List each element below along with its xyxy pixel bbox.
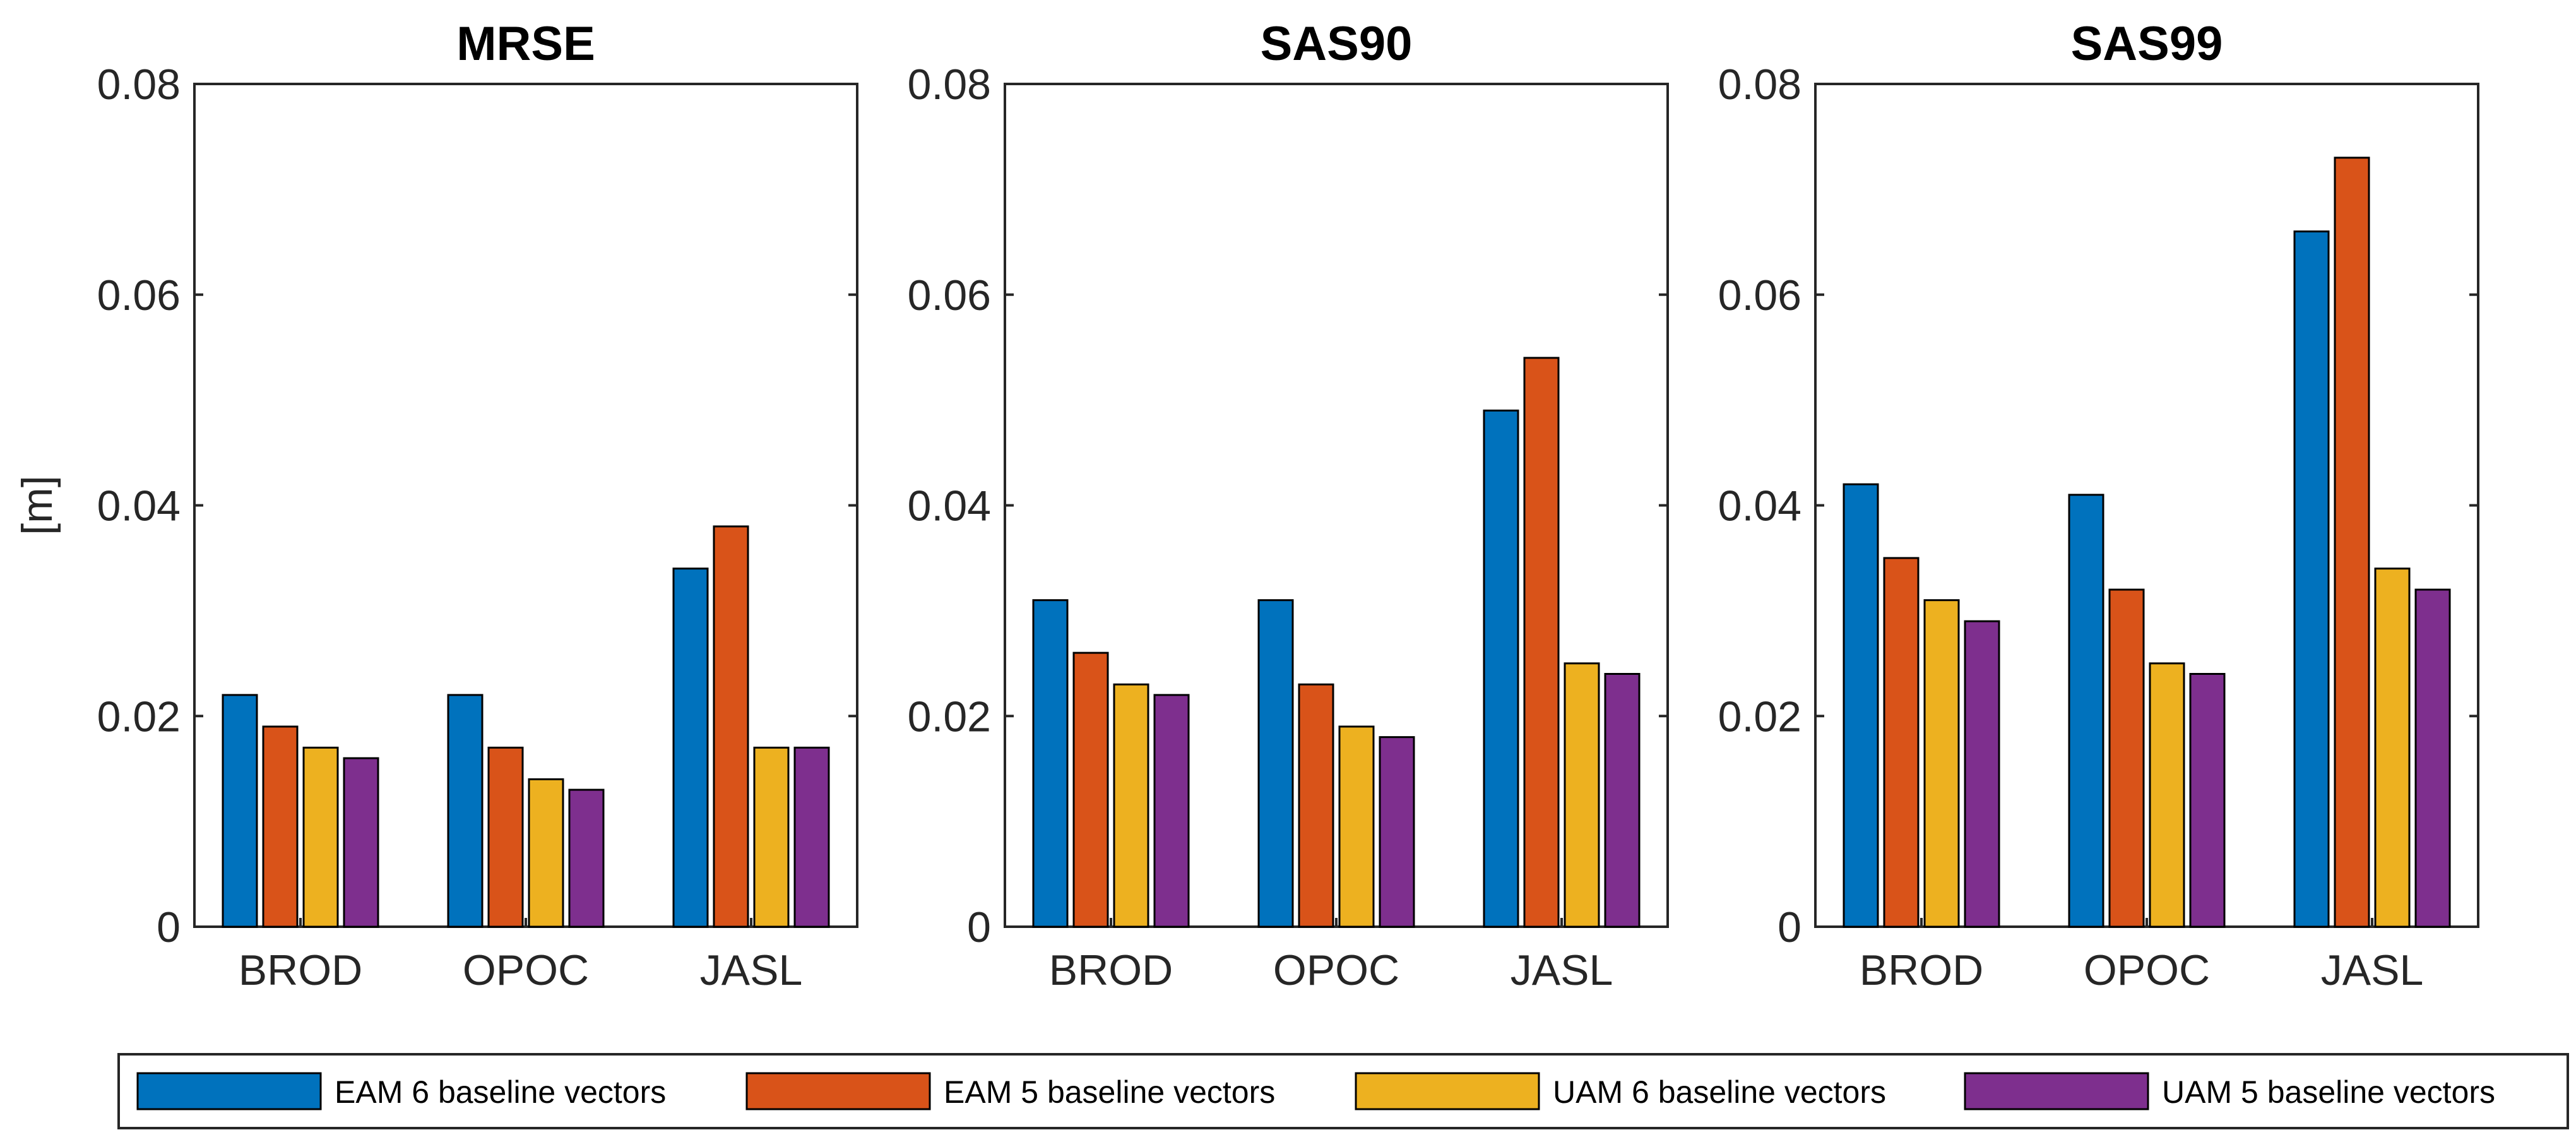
legend-label-eam5: EAM 5 baseline vectors (944, 1074, 1275, 1110)
y-tick-label: 0.02 (1718, 693, 1801, 741)
bar-opoc-series-2 (2108, 588, 2145, 928)
x-tick-label-brod: BROD (1860, 946, 1983, 994)
legend-box (117, 1053, 2569, 1129)
bar-brod-series-3 (1113, 683, 1149, 928)
x-tick-label-opoc: OPOC (2084, 946, 2210, 994)
bar-opoc-series-3 (1338, 725, 1375, 928)
bar-brod-series-1 (222, 694, 258, 928)
legend-swatch-eam5 (745, 1072, 931, 1110)
bar-brod-series-2 (1072, 651, 1109, 928)
bar-jasl-series-2 (2334, 157, 2370, 928)
bar-opoc-series-3 (2149, 662, 2185, 928)
bar-opoc-series-4 (2189, 673, 2226, 928)
bar-opoc-series-1 (447, 694, 484, 928)
y-tick-label: 0.04 (1718, 482, 1801, 530)
bar-jasl-series-3 (753, 746, 790, 928)
bar-brod-series-3 (1923, 599, 1960, 928)
y-tick-label: 0.06 (908, 271, 991, 319)
bar-brod-series-3 (302, 746, 339, 928)
x-tick-label-jasl: JASL (700, 946, 803, 994)
legend-label-eam6: EAM 6 baseline vectors (335, 1074, 666, 1110)
y-axis-label: [m] (13, 475, 61, 535)
y-tick-label: 0.02 (97, 693, 181, 741)
bar-jasl-series-2 (713, 525, 749, 928)
bar-jasl-series-4 (793, 746, 830, 928)
y-tick-label: 0.06 (97, 271, 181, 319)
bar-opoc-series-4 (568, 788, 605, 928)
panel-sas90: 0 0.02 0.04 0.06 0.08 BROD OPOC JASL SAS90 (908, 17, 1669, 994)
bar-brod-series-4 (343, 757, 379, 928)
x-tick-label-opoc: OPOC (1273, 946, 1399, 994)
panel-title: SAS99 (2071, 17, 2223, 71)
bar-jasl-series-4 (1604, 673, 1641, 928)
y-tick-label: 0.02 (908, 693, 991, 741)
bar-brod-series-1 (1032, 599, 1069, 928)
bar-jasl-series-1 (1483, 409, 1519, 928)
y-tick-label: 0.08 (908, 61, 991, 109)
bar-brod-series-4 (1153, 694, 1190, 928)
panel-title: SAS90 (1261, 17, 1413, 71)
y-tick-label: 0 (157, 903, 181, 951)
x-tick-label-brod: BROD (1049, 946, 1173, 994)
y-tick-label: 0.04 (97, 482, 181, 530)
panel-title: MRSE (456, 17, 595, 71)
bar-jasl-series-4 (2414, 588, 2451, 928)
x-tick-label-jasl: JASL (1511, 946, 1613, 994)
legend: EAM 6 baseline vectors EAM 5 baseline ve… (117, 1053, 2569, 1129)
bar-jasl-series-3 (2374, 568, 2411, 928)
y-tick-label: 0.06 (1718, 271, 1801, 319)
panel-sas99: 0 0.02 0.04 0.06 0.08 BROD OPOC JASL SAS99 (1718, 17, 2479, 994)
bar-opoc-series-1 (1257, 599, 1294, 928)
legend-label-uam5: UAM 5 baseline vectors (2162, 1074, 2495, 1110)
bar-opoc-series-3 (528, 778, 564, 928)
bar-brod-series-1 (1843, 483, 1879, 928)
legend-swatch-uam5 (1964, 1072, 2149, 1110)
y-tick-label: 0.04 (908, 482, 991, 530)
bar-opoc-series-1 (2068, 494, 2104, 928)
panel-mrse: 0 0.02 0.04 0.06 0.08 BROD OPOC JASL MRSE [m] (13, 17, 858, 994)
bar-opoc-series-2 (1298, 683, 1334, 928)
y-tick-label: 0 (967, 903, 991, 951)
legend-swatch-uam6 (1355, 1072, 1540, 1110)
bar-brod-series-4 (1964, 620, 2000, 928)
bar-opoc-series-2 (487, 746, 524, 928)
bar-jasl-series-2 (1523, 357, 1560, 928)
bar-jasl-series-1 (2293, 230, 2330, 928)
bar-opoc-series-4 (1379, 736, 1415, 928)
x-tick-label-jasl: JASL (2321, 946, 2424, 994)
x-tick-label-opoc: OPOC (463, 946, 589, 994)
bar-brod-series-2 (1883, 557, 1920, 928)
bar-jasl-series-3 (1564, 662, 1600, 928)
chart-panels: 0 0.02 0.04 0.06 0.08 BROD OPOC JASL MRSE [m] 0 0.0… (13, 17, 2479, 994)
x-tick-label-brod: BROD (239, 946, 362, 994)
legend-swatch-eam6 (136, 1072, 322, 1110)
y-tick-label: 0 (1778, 903, 1801, 951)
y-tick-label: 0.08 (1718, 61, 1801, 109)
legend-label-uam6: UAM 6 baseline vectors (1553, 1074, 1886, 1110)
bar-brod-series-2 (262, 725, 299, 928)
y-tick-label: 0.08 (97, 61, 181, 109)
bar-jasl-series-1 (672, 568, 709, 928)
